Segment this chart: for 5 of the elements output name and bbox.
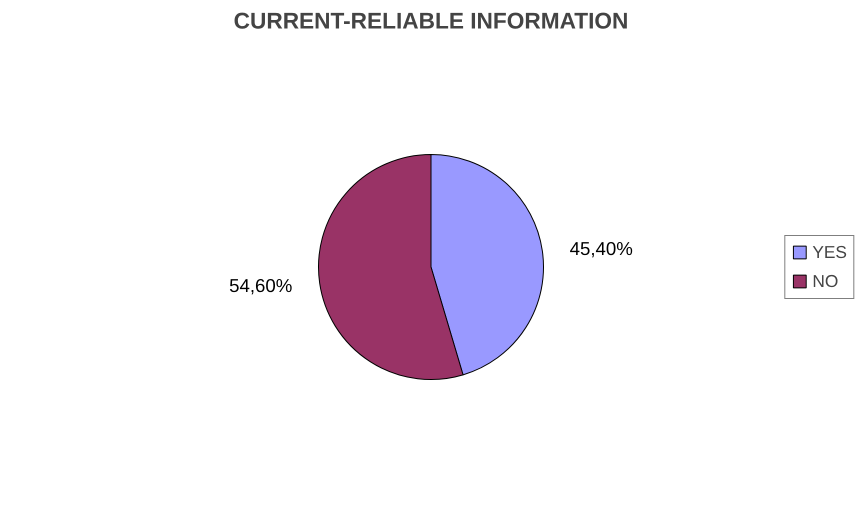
data-label: 45,40% (570, 238, 633, 259)
legend-label: YES (812, 242, 847, 262)
chart-title: CURRENT-RELIABLE INFORMATION (234, 8, 628, 34)
legend-label: NO (812, 270, 838, 292)
data-label: 54,60% (229, 275, 292, 296)
